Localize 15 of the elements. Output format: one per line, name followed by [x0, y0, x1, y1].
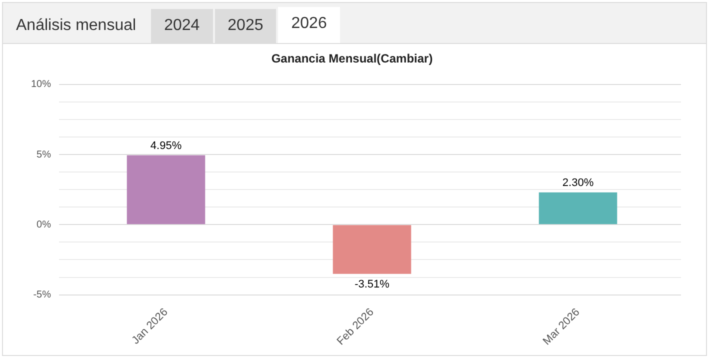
y-tick-label: 10% [31, 79, 52, 90]
bar [538, 192, 618, 224]
y-tick-label: 0% [36, 219, 52, 230]
y-tick-label: -5% [33, 290, 52, 301]
text: 2024 [151, 9, 213, 43]
y-tick-label: 5% [36, 149, 52, 160]
text: 2026 [278, 7, 340, 43]
bar [126, 155, 206, 224]
chart-title: Ganancia Mensual(Cambiar) [271, 52, 433, 66]
text: Análisis mensual [15, 16, 138, 36]
bar [332, 225, 412, 274]
data-label: 4.95% [150, 140, 182, 152]
data-label: -3.51% [354, 278, 390, 290]
data-label: 2.30% [562, 176, 594, 189]
text: 2025 [214, 9, 276, 43]
